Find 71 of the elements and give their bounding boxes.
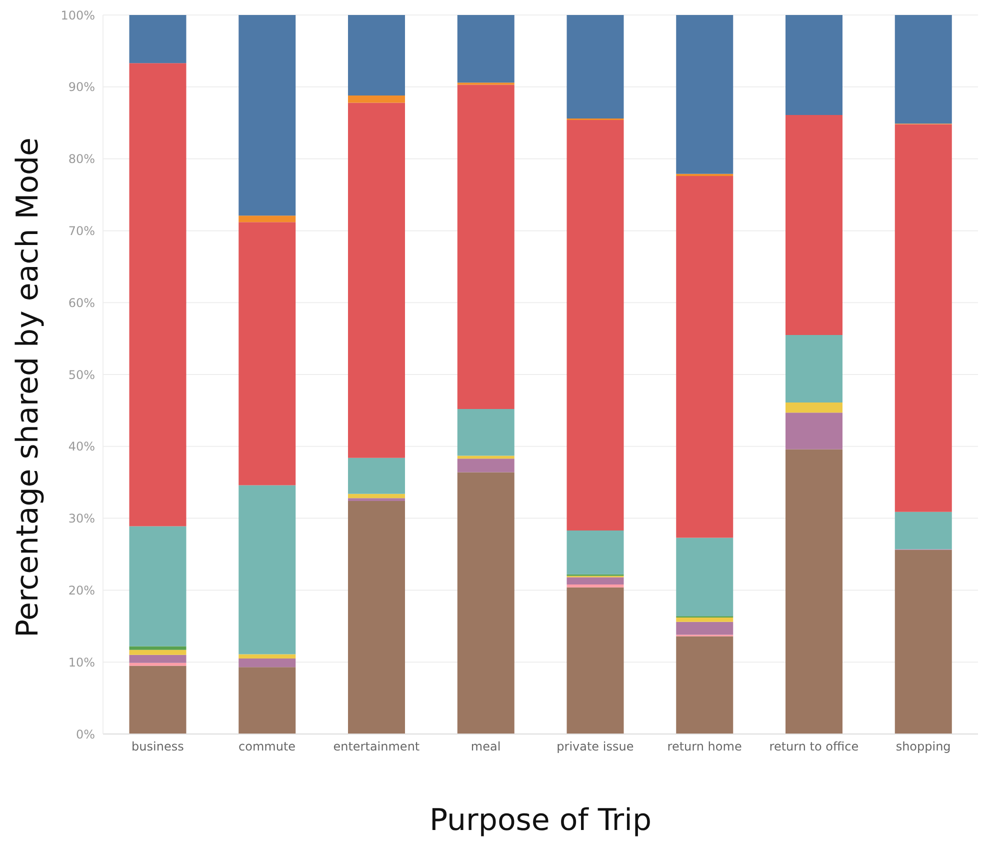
bar (457, 472, 514, 734)
y-axis-title: Percentage shared by each Mode (10, 137, 46, 637)
bar (238, 15, 296, 216)
bar (238, 222, 296, 486)
y-tick-label: 40% (68, 440, 95, 454)
bar (676, 15, 734, 174)
bar (566, 530, 624, 574)
bar (348, 15, 405, 96)
bar (129, 650, 186, 655)
bar (457, 409, 514, 456)
y-tick-label: 0% (76, 727, 95, 742)
bar (457, 15, 514, 83)
bar (894, 512, 952, 550)
y-tick-label: 50% (68, 368, 95, 382)
x-tick-label: business (132, 740, 184, 754)
bar (786, 402, 842, 413)
bar (786, 334, 842, 403)
bar (129, 666, 186, 734)
bar (457, 458, 514, 472)
bar (129, 526, 186, 646)
bar (129, 15, 186, 64)
bar (786, 15, 842, 115)
bar (457, 84, 514, 410)
bar (786, 412, 842, 450)
bar (676, 538, 734, 616)
bar (566, 120, 624, 531)
y-tick-label: 70% (68, 224, 95, 238)
bar (676, 174, 734, 176)
bar (129, 646, 186, 650)
bar (566, 584, 624, 588)
bar (676, 618, 734, 622)
x-axis-title: Purpose of Trip (428, 803, 652, 838)
x-tick-label: meal (470, 740, 501, 754)
bar (676, 176, 734, 538)
bar (566, 15, 624, 119)
bar (129, 654, 186, 663)
bar (566, 587, 624, 734)
y-tick-label: 80% (68, 152, 95, 166)
bar (676, 622, 734, 635)
bar (129, 63, 186, 526)
bar (894, 550, 952, 734)
bar (348, 494, 405, 498)
bar (676, 636, 734, 734)
bar (238, 485, 296, 654)
y-tick-label: 90% (68, 80, 95, 94)
bar (457, 456, 514, 459)
x-tick-label: private issue (556, 740, 634, 754)
y-tick-label: 30% (68, 512, 95, 526)
bar (238, 216, 296, 222)
x-tick-label: return home (667, 740, 742, 754)
x-tick-label: shopping (896, 740, 951, 754)
bar (238, 658, 296, 668)
bar (348, 501, 405, 734)
bar (894, 124, 952, 512)
y-tick-label: 100% (60, 8, 95, 22)
y-tick-label: 60% (68, 296, 95, 310)
x-tick-label: commute (238, 740, 296, 754)
bar (238, 654, 296, 659)
y-tick-label: 20% (68, 583, 95, 598)
x-tick-label: return to office (769, 740, 859, 754)
bar (786, 114, 842, 335)
bar (348, 498, 405, 502)
bar (348, 96, 405, 103)
bar (894, 15, 952, 124)
bar (348, 458, 405, 494)
x-tick-label: entertainment (333, 740, 420, 754)
bar (238, 667, 296, 734)
bar (566, 577, 624, 584)
bar (348, 102, 405, 458)
bar (786, 449, 842, 734)
y-tick-label: 10% (68, 655, 95, 670)
